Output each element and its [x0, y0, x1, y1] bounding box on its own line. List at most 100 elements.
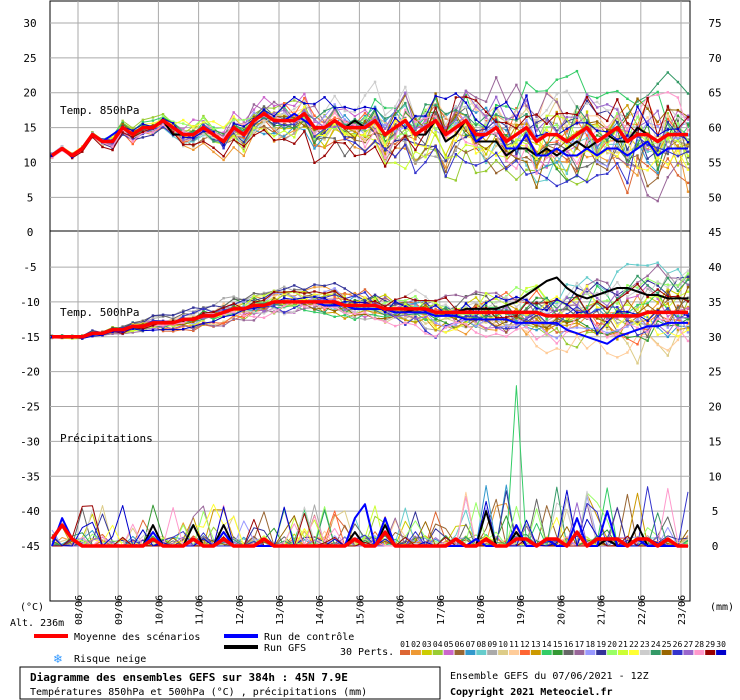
- pert-28-t500-point: [343, 311, 346, 314]
- pert-17-t500-point: [606, 281, 609, 285]
- pert-01-t500-point: [585, 329, 589, 332]
- pert-28-t850-point: [131, 140, 134, 143]
- pert-11-t500-point: [272, 295, 276, 298]
- pert-30-t500-point: [515, 295, 518, 299]
- pert-18-t850-point: [494, 122, 498, 126]
- pert-legend-label: 28: [694, 640, 704, 649]
- pert-30-t850-point: [171, 122, 175, 125]
- pert-25-t500-point: [535, 324, 538, 327]
- pert-08-t850-point: [585, 136, 589, 140]
- pert-06-t850-point: [353, 138, 357, 142]
- pert-20-t850-point: [424, 108, 427, 112]
- pert-28-t500-point: [494, 332, 498, 335]
- pert-legend-label: 16: [564, 640, 574, 649]
- pert-legend-label: 04: [433, 640, 443, 649]
- pert-26-t850-point: [666, 150, 670, 153]
- pert-24-t500-point: [676, 289, 680, 293]
- pert-30-t850-point: [656, 134, 659, 137]
- pert-16-t500-point: [666, 324, 670, 327]
- pert-23-t850-point: [444, 123, 447, 126]
- pert-17-t500-point: [595, 278, 599, 281]
- pert-14-t500-point: [313, 310, 316, 314]
- pert-21-t850-point: [555, 114, 558, 118]
- pert-19-t500-point: [595, 281, 599, 285]
- pert-25-t500-point: [232, 305, 235, 309]
- pert-06-t850-point: [666, 146, 670, 149]
- pert-29-t850-point: [686, 115, 690, 119]
- pert-21-t500-point: [252, 294, 256, 298]
- pert-14-t500-point: [383, 315, 387, 319]
- pert-01-t850-point: [555, 150, 558, 153]
- pert-15-t850-point: [192, 129, 195, 133]
- pert-11-t500-point: [616, 356, 619, 359]
- pert-27-t500-point: [656, 323, 659, 326]
- pert-20-t850-point: [575, 111, 579, 114]
- pert-02-t850-point: [686, 190, 690, 193]
- pert-26-t500-point: [192, 311, 195, 314]
- pert-29-t850-point: [171, 131, 175, 134]
- pert-07-t500-point: [646, 315, 649, 319]
- pert-28-t500-point: [303, 305, 306, 308]
- pert-28-t850-point: [383, 156, 387, 159]
- pert-25-t500-point: [636, 312, 639, 315]
- pert-21-t500-point: [686, 290, 690, 293]
- pert-13-t850-point: [505, 142, 508, 145]
- pert-30-t500-point: [313, 295, 316, 298]
- pert-06-t850-point: [494, 171, 498, 175]
- pert-10-t500-point: [575, 300, 579, 304]
- main-series: [50, 111, 688, 548]
- pert-19-t850-point: [272, 123, 276, 126]
- pert-19-t850-point: [323, 131, 326, 135]
- pert-22-t850-point: [424, 145, 427, 148]
- pert-06-t850-point: [424, 147, 427, 151]
- pert-18-t500-point: [192, 323, 195, 326]
- pert-24-t500-point: [494, 314, 498, 317]
- pert-27-t850-point: [545, 119, 548, 122]
- right-tick-label: 0: [712, 540, 719, 553]
- pert-25-t500-point: [686, 286, 690, 289]
- pert-19-t500-point: [585, 291, 589, 294]
- pert-30-t850-point: [394, 116, 397, 120]
- pert-21-t850-point: [434, 130, 437, 134]
- pert-24-t850-point: [383, 117, 387, 120]
- pert-legend-label: 19: [596, 640, 606, 649]
- pert-12-t850-point: [515, 106, 518, 110]
- pert-02-t500-point: [494, 329, 498, 332]
- pert-26-t850-point: [131, 138, 134, 141]
- pert-30-t500-point: [555, 298, 558, 301]
- pert-26-t500-point: [353, 294, 357, 298]
- pert-30-t500-point: [585, 310, 589, 313]
- pert-05-t850-point: [313, 120, 316, 124]
- pert-23-t850-point: [464, 106, 468, 109]
- pert-19-t850-point: [535, 121, 538, 124]
- pert-14-t850-point: [525, 81, 528, 84]
- pert-11-t850-point: [666, 114, 670, 117]
- pert-21-t850-point: [626, 131, 629, 135]
- pert-21-t850-point: [666, 136, 670, 139]
- pert-13-t500-point: [666, 302, 670, 305]
- pert-25-t850-point: [303, 124, 306, 127]
- pert-legend-label: 21: [618, 640, 628, 649]
- pert-legend-swatch: [716, 650, 727, 655]
- pert-27-t850-point: [444, 126, 447, 130]
- pert-13-t850-point: [242, 143, 246, 146]
- pert-17-t500-point: [192, 328, 195, 331]
- pert-14-t500-point: [424, 318, 427, 322]
- pert-18-t850-point: [656, 125, 659, 128]
- pert-12-t850-point: [242, 136, 246, 140]
- pert-30-t850-point: [303, 102, 306, 105]
- pert-23-t850-point: [262, 121, 266, 124]
- pert-08-t850-point: [535, 180, 538, 184]
- pert-02-t850-point: [383, 157, 387, 161]
- pert-03-t850-point: [474, 137, 478, 140]
- pert-27-t500-point: [202, 317, 205, 320]
- pert-29-t850-point: [666, 105, 670, 108]
- pert-18-t850-point: [394, 130, 397, 133]
- pert-04-t850-point: [484, 169, 488, 173]
- pert-26-t850-point: [474, 164, 478, 167]
- pert-07-t850-point: [373, 105, 377, 109]
- pert-10-t500-point: [545, 324, 548, 327]
- pert-25-t500-point: [182, 323, 185, 326]
- pert-18-t850-point: [414, 124, 417, 127]
- pert-29-t850-point: [141, 130, 145, 134]
